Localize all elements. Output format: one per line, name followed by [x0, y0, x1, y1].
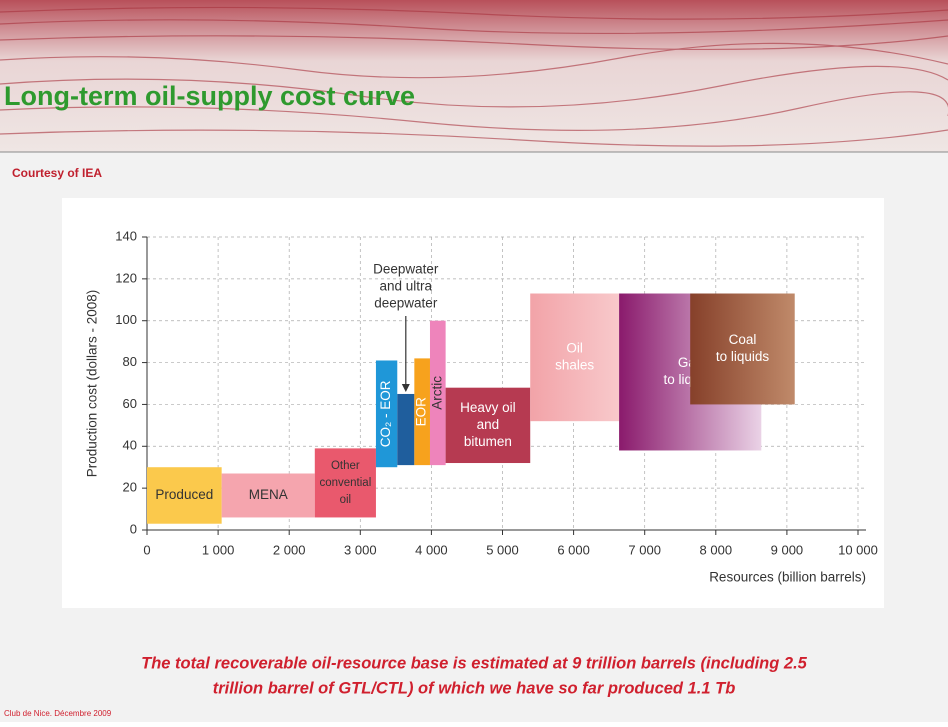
x-tick-label: 4 000: [415, 542, 448, 557]
segment-label: EOR: [414, 397, 429, 427]
segment-label: oil: [340, 494, 352, 506]
source-note: Courtesy of IEA: [12, 166, 102, 180]
y-tick-label: 20: [123, 480, 137, 495]
slide-title: Long-term oil-supply cost curve: [4, 81, 415, 111]
x-tick-label: 9 000: [771, 542, 804, 557]
x-tick-label: 10 000: [838, 542, 878, 557]
x-tick-label: 5 000: [486, 542, 519, 557]
y-tick-label: 140: [115, 228, 137, 243]
segment-label: Arctic: [429, 376, 444, 410]
footer: Club de Nice. Décembre 2009: [4, 709, 112, 718]
x-axis-label: Resources (billion barrels): [709, 570, 866, 585]
x-tick-label: 8 000: [700, 542, 733, 557]
annotation: and ultra: [380, 279, 433, 294]
segment-label: Produced: [155, 487, 213, 502]
segment-label: MENA: [249, 487, 288, 502]
segment: [530, 293, 620, 422]
y-tick-label: 100: [115, 312, 137, 327]
y-tick-label: 80: [123, 354, 137, 369]
segment: [414, 358, 430, 466]
annotation: deepwater: [374, 296, 438, 311]
x-tick-label: 1 000: [202, 542, 235, 557]
y-tick-label: 0: [130, 521, 137, 536]
segment-label: bitumen: [464, 434, 512, 449]
annotation: Deepwater: [373, 262, 439, 277]
segment-label: to liquids: [716, 349, 770, 364]
segment: [375, 360, 398, 468]
y-tick-label: 40: [123, 438, 137, 453]
segment: [690, 293, 795, 405]
y-tick-label: 120: [115, 270, 137, 285]
x-tick-label: 7 000: [628, 542, 661, 557]
segment-label: Oil: [566, 340, 583, 355]
x-tick-label: 2 000: [273, 542, 306, 557]
segment: [445, 387, 531, 464]
segment-label: shales: [555, 357, 594, 372]
segment-label: Other: [331, 460, 360, 472]
segment: [397, 393, 415, 466]
segment-label: CO₂ - EOR: [378, 380, 393, 447]
conclusion: trillion barrel of GTL/CTL) of which we …: [213, 679, 736, 697]
annotation-arrowhead: [401, 384, 410, 392]
segment: [221, 473, 315, 518]
segment-label: Coal: [729, 332, 757, 347]
header-texture: [0, 6, 948, 147]
segment: [314, 448, 376, 518]
y-tick-label: 60: [123, 396, 137, 411]
segment: [147, 467, 222, 524]
segment-label: and: [477, 417, 500, 432]
segment: [429, 320, 446, 466]
x-tick-label: 6 000: [557, 542, 590, 557]
segment-label: Heavy oil: [460, 400, 516, 415]
x-tick-label: 3 000: [344, 542, 377, 557]
segment-label: convential: [319, 477, 371, 489]
conclusion: The total recoverable oil-resource base …: [141, 654, 808, 672]
y-axis-label: Production cost (dollars - 2008): [85, 290, 100, 478]
x-tick-label: 0: [143, 542, 150, 557]
